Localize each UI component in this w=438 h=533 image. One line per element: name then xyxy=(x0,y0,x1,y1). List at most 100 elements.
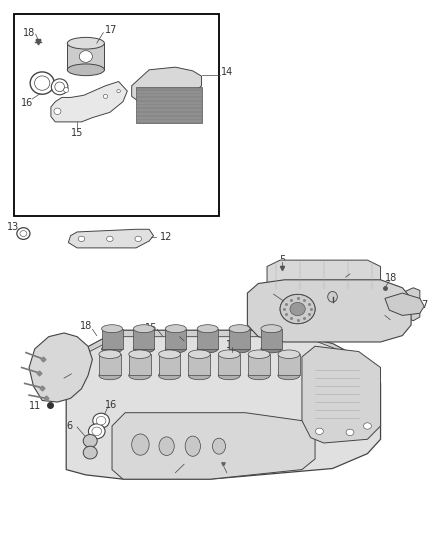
Text: 14: 14 xyxy=(221,68,233,77)
Ellipse shape xyxy=(134,345,154,353)
Ellipse shape xyxy=(78,236,85,241)
Ellipse shape xyxy=(83,434,97,447)
Text: 5: 5 xyxy=(279,255,286,265)
Text: 17: 17 xyxy=(226,340,238,350)
Polygon shape xyxy=(247,280,411,342)
Ellipse shape xyxy=(83,446,97,459)
Text: 9: 9 xyxy=(54,374,60,384)
Polygon shape xyxy=(66,330,381,479)
Ellipse shape xyxy=(261,345,282,353)
Text: 10: 10 xyxy=(167,329,179,340)
Bar xyxy=(229,329,250,349)
Ellipse shape xyxy=(188,350,210,359)
Ellipse shape xyxy=(280,294,315,324)
Ellipse shape xyxy=(96,416,106,425)
Text: 4: 4 xyxy=(351,267,357,277)
Polygon shape xyxy=(66,330,367,368)
Polygon shape xyxy=(402,288,420,321)
Ellipse shape xyxy=(92,427,102,435)
Text: 16: 16 xyxy=(105,400,117,410)
Ellipse shape xyxy=(64,87,69,92)
Ellipse shape xyxy=(159,371,180,379)
Ellipse shape xyxy=(102,325,123,333)
Ellipse shape xyxy=(218,371,240,379)
Ellipse shape xyxy=(99,350,121,359)
Ellipse shape xyxy=(99,371,121,379)
Ellipse shape xyxy=(159,350,180,359)
Bar xyxy=(99,354,121,375)
Ellipse shape xyxy=(67,64,104,76)
Bar xyxy=(188,354,210,375)
Text: 2: 2 xyxy=(391,317,397,327)
Bar xyxy=(248,354,270,375)
Ellipse shape xyxy=(280,294,315,324)
Text: 18: 18 xyxy=(23,28,35,38)
Ellipse shape xyxy=(229,345,250,353)
Bar xyxy=(159,354,180,375)
Bar xyxy=(67,43,104,70)
Bar xyxy=(102,329,123,349)
Bar xyxy=(136,87,201,123)
Text: 8: 8 xyxy=(225,470,231,480)
Text: 12: 12 xyxy=(159,232,172,243)
Ellipse shape xyxy=(159,437,174,456)
Bar xyxy=(218,354,240,375)
Ellipse shape xyxy=(79,51,92,62)
Ellipse shape xyxy=(197,345,218,353)
Ellipse shape xyxy=(17,228,30,239)
Bar xyxy=(165,329,186,349)
Text: 16: 16 xyxy=(21,98,33,108)
Text: 1: 1 xyxy=(266,287,272,297)
Text: 15: 15 xyxy=(71,127,83,138)
Text: 13: 13 xyxy=(7,222,19,232)
Ellipse shape xyxy=(212,438,226,454)
Ellipse shape xyxy=(88,424,105,439)
Ellipse shape xyxy=(35,76,50,90)
Text: 6: 6 xyxy=(67,421,73,431)
Text: 18: 18 xyxy=(385,273,398,283)
Text: 18: 18 xyxy=(80,321,92,331)
Text: 7: 7 xyxy=(421,300,427,310)
Ellipse shape xyxy=(135,236,141,241)
Ellipse shape xyxy=(315,428,323,434)
Ellipse shape xyxy=(93,413,110,428)
Ellipse shape xyxy=(129,371,151,379)
Text: 15: 15 xyxy=(145,322,158,333)
Polygon shape xyxy=(112,413,315,479)
Ellipse shape xyxy=(106,236,113,241)
Ellipse shape xyxy=(188,371,210,379)
Ellipse shape xyxy=(248,350,270,359)
Ellipse shape xyxy=(103,94,108,99)
Ellipse shape xyxy=(328,292,337,302)
Polygon shape xyxy=(51,82,127,122)
Text: 11: 11 xyxy=(28,401,41,411)
Ellipse shape xyxy=(346,429,354,435)
Ellipse shape xyxy=(290,302,305,316)
Polygon shape xyxy=(29,333,92,402)
Polygon shape xyxy=(302,346,381,443)
Polygon shape xyxy=(385,293,424,316)
Ellipse shape xyxy=(30,72,54,94)
Polygon shape xyxy=(132,67,201,107)
Ellipse shape xyxy=(129,350,151,359)
Bar xyxy=(14,14,219,216)
Ellipse shape xyxy=(55,82,64,92)
Bar xyxy=(278,354,300,375)
Ellipse shape xyxy=(248,371,270,379)
Ellipse shape xyxy=(117,90,120,93)
Ellipse shape xyxy=(165,345,186,353)
Ellipse shape xyxy=(364,423,371,429)
Ellipse shape xyxy=(67,37,104,49)
Ellipse shape xyxy=(132,434,149,455)
Ellipse shape xyxy=(102,345,123,353)
Text: 3: 3 xyxy=(166,470,172,480)
Polygon shape xyxy=(68,229,153,248)
Ellipse shape xyxy=(261,325,282,333)
Bar xyxy=(261,329,282,349)
Ellipse shape xyxy=(278,371,300,379)
Ellipse shape xyxy=(185,436,201,456)
Ellipse shape xyxy=(229,325,250,333)
Bar xyxy=(197,329,218,349)
Ellipse shape xyxy=(51,79,68,95)
Ellipse shape xyxy=(165,325,186,333)
